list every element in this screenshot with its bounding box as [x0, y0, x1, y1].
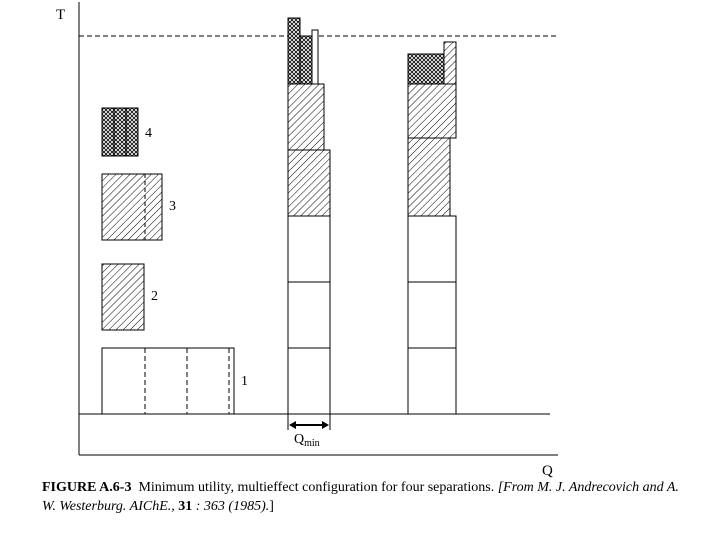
caption-reference-pages: : 363 (1985). [192, 499, 270, 514]
caption-text: Minimum utility, multieffect configurati… [138, 480, 495, 495]
caption-volume: 31 [178, 499, 193, 514]
separation-2-label: 2 [151, 289, 158, 304]
figure-caption: FIGURE A.6-3 Minimum utility, multieffec… [42, 478, 682, 516]
separation-1-box [101, 347, 235, 415]
caption-reference: [From M. J. Andrecovich and A. W. Wester… [42, 480, 679, 514]
separation-4-box [101, 107, 139, 157]
separation-3-box [101, 173, 163, 241]
qmin-label: Qmin [294, 432, 320, 449]
column-2-stack [407, 41, 457, 415]
separation-4-label: 4 [145, 126, 152, 141]
figure-id: FIGURE A.6-3 [42, 480, 132, 495]
x-axis-label: Q [542, 463, 553, 479]
y-axis-label: T [56, 7, 65, 23]
separation-2-box [101, 263, 145, 331]
separation-3-label: 3 [169, 199, 176, 214]
qmin-dimension [287, 414, 331, 430]
column-1-stack [287, 17, 331, 415]
caption-reference-close: ] [269, 499, 274, 514]
separation-1-label: 1 [241, 374, 248, 389]
